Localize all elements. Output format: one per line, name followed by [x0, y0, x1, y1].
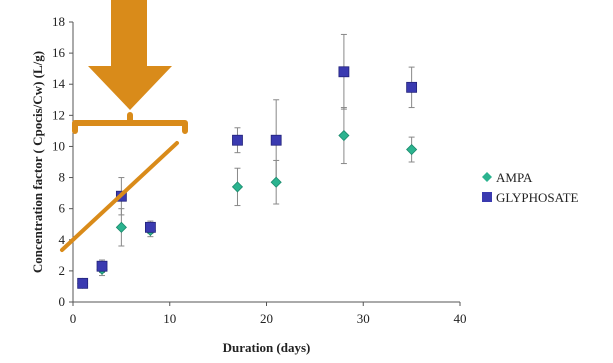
down-arrow-shaft — [111, 0, 147, 68]
data-point-glyphosate — [144, 221, 156, 233]
y-tick-label: 10 — [52, 138, 65, 153]
y-tick-label: 6 — [59, 201, 66, 216]
x-tick-label: 20 — [260, 311, 273, 326]
x-axis-title: Duration (days) — [223, 340, 311, 355]
y-tick-label: 0 — [59, 294, 66, 309]
legend-label-glyphosate: GLYPHOSATE — [496, 190, 579, 205]
data-point-glyphosate — [232, 134, 243, 146]
legend-marker-glyphosate — [482, 192, 492, 202]
legend-label-ampa: AMPA — [496, 170, 533, 185]
y-tick-label: 12 — [52, 107, 65, 122]
diagonal-annotation-line — [60, 141, 179, 252]
legend: AMPA GLYPHOSATE — [482, 170, 579, 205]
data-point-glyphosate — [338, 66, 350, 78]
y-axis-title: Concentration factor ( Cpocis/Cw) (L/g) — [30, 51, 45, 273]
annotation-overlay — [60, 0, 188, 252]
data-point-glyphosate — [77, 277, 89, 289]
data-point-ampa — [231, 181, 244, 193]
y-tick-label: 4 — [59, 232, 66, 247]
data-point-glyphosate — [406, 81, 418, 93]
data-point-ampa — [338, 129, 350, 142]
legend-marker-ampa — [482, 172, 492, 182]
down-arrow-head — [88, 66, 172, 110]
y-tick-label: 18 — [52, 14, 65, 29]
y-tick-label: 16 — [52, 45, 66, 60]
y-tick-label: 2 — [59, 263, 66, 278]
x-tick-label: 40 — [454, 311, 467, 326]
axes: 0 2 4 6 8 10 12 14 16 18 0 10 20 30 40 Duration (days) C… — [30, 14, 467, 355]
data-point-ampa — [115, 221, 127, 233]
data-point-glyphosate — [96, 260, 108, 272]
x-tick-label: 10 — [163, 311, 176, 326]
x-tick-label: 0 — [70, 311, 77, 326]
y-tick-label: 8 — [59, 170, 66, 185]
data-point-ampa — [406, 143, 418, 156]
data-point-glyphosate — [270, 134, 282, 146]
data-point-ampa — [270, 176, 282, 188]
x-tick-label: 30 — [357, 311, 370, 326]
y-tick-label: 14 — [52, 76, 66, 91]
